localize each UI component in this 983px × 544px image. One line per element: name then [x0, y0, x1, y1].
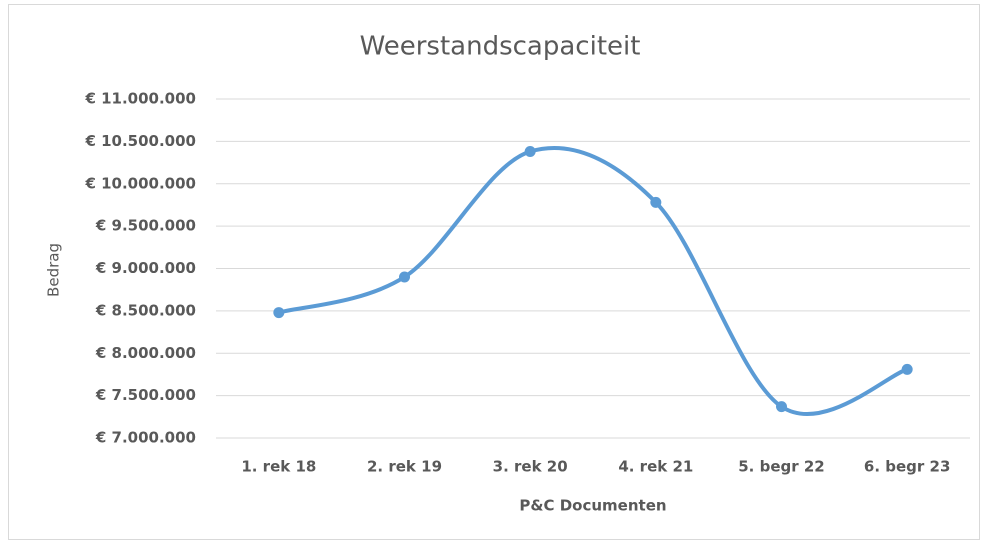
y-tick-label: € 8.500.000: [95, 301, 196, 319]
y-tick-label: € 9.500.000: [95, 217, 196, 235]
chart-title: Weerstandscapaciteit: [360, 32, 641, 62]
x-axis-title: P&C Documenten: [519, 497, 666, 515]
x-tick-label: 2. rek 19: [367, 458, 442, 476]
y-tick-label: € 9.000.000: [95, 259, 196, 277]
y-tick-label: € 7.000.000: [95, 429, 196, 447]
x-tick-label: 3. rek 20: [493, 458, 568, 476]
point: [776, 401, 787, 413]
x-tick-label: 4. rek 21: [618, 458, 693, 476]
x-tick-label: 1. rek 18: [241, 458, 316, 476]
y-tick-label: € 11.000.000: [84, 90, 196, 108]
chart-frame: [8, 4, 980, 540]
point: [273, 307, 285, 319]
point: [901, 363, 913, 375]
y-axis-title: Bedrag: [45, 243, 63, 297]
point: [524, 146, 536, 158]
y-tick-label: € 7.500.000: [95, 386, 196, 404]
y-tick-label: € 10.000.000: [84, 174, 196, 192]
point: [650, 196, 662, 208]
y-tick-label: € 10.500.000: [84, 132, 196, 150]
x-tick-label: 5. begr 22: [738, 458, 825, 476]
point: [399, 271, 410, 283]
x-tick-label: 6. begr 23: [864, 458, 951, 476]
y-tick-label: € 8.000.000: [95, 344, 196, 362]
